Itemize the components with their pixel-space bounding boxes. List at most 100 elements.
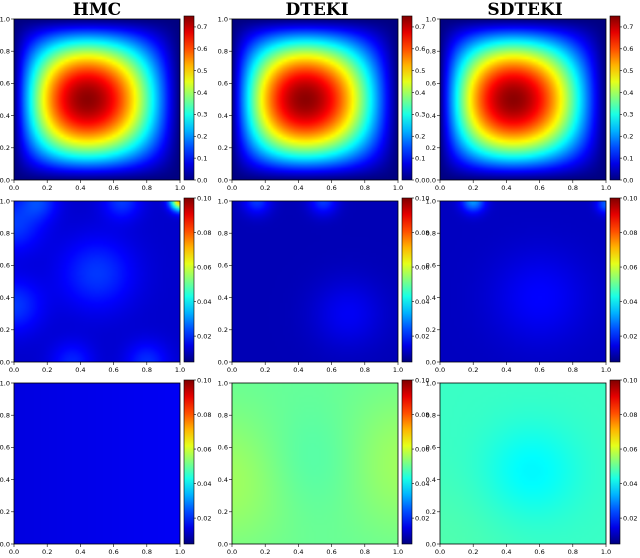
colorbar-tick-label: 0.5: [197, 67, 207, 75]
y-tick-label: 1.0: [426, 15, 436, 23]
y-tick-label: 0.2: [0, 326, 10, 334]
colorbar-tick-label: 0.0: [197, 176, 207, 184]
x-tick-label: 0.0: [227, 548, 237, 556]
x-tick-label: 0.8: [568, 184, 578, 192]
colorbar-tick-label: 0.10: [415, 194, 429, 202]
colorbar-tick-label: 0.1: [415, 154, 425, 162]
x-tick-label: 0.4: [293, 548, 303, 556]
x-tick-label: 0.6: [326, 366, 336, 374]
y-tick-label: 0.4: [218, 476, 228, 484]
colorbar-tick-label: 0.04: [415, 480, 429, 488]
x-tick-label: 0.2: [468, 184, 478, 192]
colorbar-tick-label: 0.06: [623, 263, 637, 271]
y-tick-label: 0.0: [0, 358, 10, 366]
colorbar-tick-label: 0.7: [623, 23, 633, 31]
y-tick-label: 0.4: [426, 112, 436, 120]
colorbar-tick-label: 0.02: [415, 332, 429, 340]
x-tick-label: 0.0: [435, 366, 445, 374]
heatmap-sdteki-row2: [440, 383, 606, 544]
colorbar-tick-label: 0.02: [623, 514, 637, 522]
x-tick-label: 0.2: [260, 366, 270, 374]
column-title-dteki: DTEKI: [285, 0, 349, 20]
colorbar-tick-label: 0.2: [623, 133, 633, 141]
y-tick-label: 0.0: [218, 358, 228, 366]
colorbar: [401, 15, 413, 181]
x-tick-label: 0.6: [534, 184, 544, 192]
y-tick-label: 1.0: [0, 197, 10, 205]
x-tick-label: 1.0: [601, 548, 611, 556]
y-tick-label: 1.0: [0, 15, 10, 23]
y-tick-label: 0.8: [0, 230, 10, 238]
colorbar-tick-label: 0.4: [197, 89, 207, 97]
colorbar-tick-label: 0.02: [197, 332, 211, 340]
y-tick-label: 0.2: [426, 508, 436, 516]
heatmap-sdteki-row1: [440, 201, 606, 362]
colorbar-tick-label: 0.0: [623, 176, 633, 184]
x-tick-label: 0.6: [326, 184, 336, 192]
y-tick-label: 0.0: [426, 540, 436, 548]
y-tick-label: 1.0: [218, 15, 228, 23]
heatmap-dteki-row0: [232, 19, 398, 180]
x-tick-label: 0.6: [326, 548, 336, 556]
colorbar-tick-label: 0.04: [197, 480, 211, 488]
colorbar-tick-label: 0.06: [415, 445, 429, 453]
colorbar-tick-label: 0.7: [197, 23, 207, 31]
y-tick-label: 0.0: [426, 176, 436, 184]
colorbar-tick-label: 0.02: [623, 332, 637, 340]
y-tick-label: 0.6: [426, 262, 436, 270]
colorbar-tick-label: 0.10: [415, 376, 429, 384]
y-tick-label: 0.4: [0, 112, 10, 120]
colorbar: [609, 15, 621, 181]
y-tick-label: 0.4: [218, 294, 228, 302]
colorbar-tick-label: 0.10: [197, 376, 211, 384]
colorbar-tick-label: 0.4: [623, 89, 633, 97]
y-tick-label: 0.6: [426, 444, 436, 452]
x-tick-label: 1.0: [393, 366, 403, 374]
x-tick-label: 0.8: [360, 548, 370, 556]
y-tick-label: 0.0: [218, 176, 228, 184]
colorbar-tick-label: 0.6: [415, 45, 425, 53]
y-tick-label: 0.6: [0, 444, 10, 452]
colorbar-tick-label: 0.06: [623, 445, 637, 453]
y-tick-label: 1.0: [218, 379, 228, 387]
heatmap-dteki-row1: [232, 201, 398, 362]
colorbar-tick-label: 0.3: [197, 111, 207, 119]
colorbar: [183, 197, 195, 363]
y-tick-label: 0.2: [218, 508, 228, 516]
y-tick-label: 0.8: [426, 412, 436, 420]
x-tick-label: 0.0: [227, 184, 237, 192]
y-tick-label: 0.6: [218, 80, 228, 88]
y-tick-label: 1.0: [0, 379, 10, 387]
x-tick-label: 0.2: [468, 366, 478, 374]
y-tick-label: 0.8: [218, 48, 228, 56]
y-tick-label: 0.6: [426, 80, 436, 88]
x-tick-label: 1.0: [601, 184, 611, 192]
colorbar-tick-label: 0.06: [415, 263, 429, 271]
x-tick-label: 0.0: [435, 184, 445, 192]
colorbar-tick-label: 0.6: [623, 45, 633, 53]
colorbar-tick-label: 0.0: [415, 176, 425, 184]
colorbar-tick-label: 0.10: [197, 194, 211, 202]
y-tick-label: 0.4: [0, 476, 10, 484]
x-tick-label: 1.0: [601, 366, 611, 374]
heatmap-hmc-row0: [14, 19, 180, 180]
x-tick-label: 0.4: [501, 366, 511, 374]
y-tick-label: 0.8: [0, 48, 10, 56]
colorbar-tick-label: 0.4: [415, 89, 425, 97]
colorbar-tick-label: 0.3: [415, 111, 425, 119]
x-tick-label: 0.8: [142, 366, 152, 374]
x-tick-label: 0.0: [435, 548, 445, 556]
colorbar-tick-label: 0.06: [197, 445, 211, 453]
x-tick-label: 0.0: [9, 366, 19, 374]
y-tick-label: 0.0: [0, 540, 10, 548]
colorbar-tick-label: 0.02: [415, 514, 429, 522]
y-tick-label: 0.2: [426, 144, 436, 152]
x-tick-label: 0.4: [501, 184, 511, 192]
colorbar: [609, 379, 621, 545]
colorbar-tick-label: 0.04: [415, 298, 429, 306]
colorbar-tick-label: 0.04: [197, 298, 211, 306]
colorbar: [609, 197, 621, 363]
heatmap-sdteki-row0: [440, 19, 606, 180]
x-tick-label: 0.8: [360, 366, 370, 374]
y-tick-label: 0.4: [426, 476, 436, 484]
